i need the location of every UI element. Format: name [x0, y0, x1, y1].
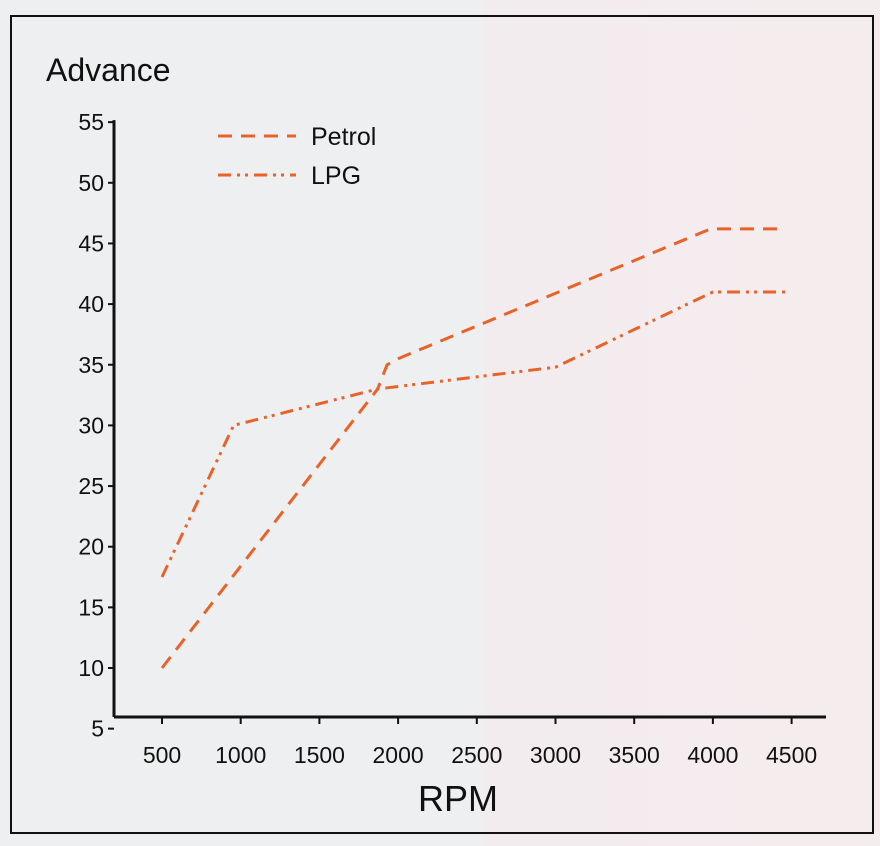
series-line-petrol [160, 227, 781, 669]
series-line-lpg [160, 290, 790, 578]
x-tick-label: 4500 [766, 742, 817, 768]
y-tick-label: 35 [78, 352, 104, 378]
y-tick-label: 15 [78, 594, 104, 620]
y-tick-label: 55 [78, 109, 104, 135]
x-tick-label: 1000 [215, 742, 266, 768]
x-tick-label: 500 [143, 742, 181, 768]
y-tick-label: 25 [78, 473, 104, 499]
y-tick-label: 40 [78, 291, 104, 317]
x-tick-label: 3000 [530, 742, 581, 768]
chart-frame [10, 15, 874, 834]
x-tick-label: 4000 [687, 742, 738, 768]
x-tick-label: 2500 [451, 742, 502, 768]
legend-label-lpg: LPG [311, 162, 361, 190]
x-axis-title: RPM [418, 778, 498, 819]
x-tick-label: 1500 [294, 742, 345, 768]
y-tick-label: 45 [78, 230, 104, 256]
legend-label-petrol: Petrol [311, 123, 376, 151]
y-tick-label: 50 [78, 170, 104, 196]
x-tick-label: 2000 [373, 742, 424, 768]
y-tick-label: 5 [91, 716, 104, 742]
y-axis-title: Advance [46, 52, 171, 88]
y-tick-label: 10 [78, 655, 104, 681]
y-tick-label: 20 [78, 534, 104, 560]
y-tick-label: 30 [78, 412, 104, 438]
x-tick-label: 3500 [609, 742, 660, 768]
